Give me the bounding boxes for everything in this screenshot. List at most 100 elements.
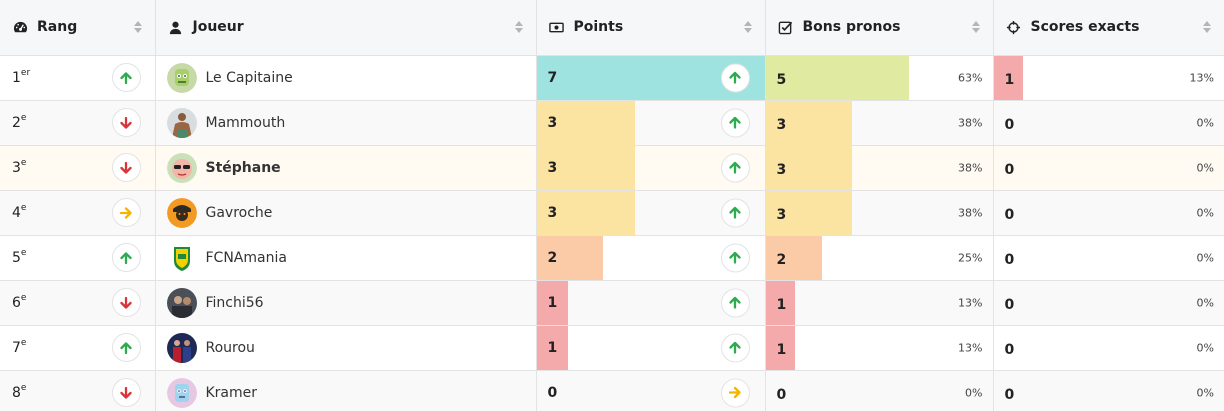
player-cell[interactable]: Kramer: [155, 370, 537, 411]
table-row[interactable]: 5e FCNAmania 2 2 25% 0 0%: [0, 235, 1224, 281]
table-row[interactable]: 1er Le Capitaine 7 5 63% 1 13%: [0, 55, 1224, 101]
player-name[interactable]: Kramer: [205, 384, 258, 401]
points-bar: [536, 100, 635, 145]
rank-number: 4e: [12, 203, 26, 221]
sort-icon[interactable]: [743, 19, 753, 35]
sunglasses-face-avatar[interactable]: [166, 152, 197, 183]
scores-exacts-cell: 0 0%: [993, 325, 1224, 371]
bons-pronos-value: 5: [776, 72, 787, 89]
points-cell: 2: [536, 235, 766, 281]
bons-pronos-cell: 1 13%: [765, 280, 994, 326]
rank-number: 3e: [12, 158, 26, 176]
scores-exacts-cell: 0 0%: [993, 190, 1224, 236]
column-header-scores-exacts[interactable]: Scores exacts: [993, 0, 1224, 56]
player-name[interactable]: Stéphane: [205, 159, 281, 176]
crosshairs-icon: [1006, 19, 1022, 35]
player-cell[interactable]: Le Capitaine: [155, 55, 537, 101]
table-row[interactable]: 6e Finchi56 1 1 13% 0 0%: [0, 280, 1224, 326]
points-value: 3: [547, 114, 558, 131]
trend-down-icon[interactable]: [111, 378, 141, 407]
table-row[interactable]: 3e Stéphane 3 3 38% 0 0%: [0, 145, 1224, 191]
player-name[interactable]: FCNAmania: [205, 249, 287, 266]
points-trend-right-icon[interactable]: [720, 378, 750, 407]
points-trend-up-icon[interactable]: [720, 63, 750, 92]
trend-up-icon[interactable]: [111, 333, 141, 362]
sort-icon[interactable]: [133, 19, 143, 35]
points-trend-up-icon[interactable]: [720, 333, 750, 362]
trend-up-icon[interactable]: [111, 63, 141, 92]
points-bar: [536, 325, 569, 370]
scores-exacts-value: 0: [1004, 342, 1015, 359]
column-header-points[interactable]: Points: [536, 0, 766, 56]
rank-suffix: e: [20, 112, 27, 123]
bons-pronos-cell: 3 38%: [765, 190, 994, 236]
bons-pronos-bar: [765, 325, 795, 370]
player-name[interactable]: Rourou: [205, 339, 255, 356]
scores-exacts-percent: 0%: [1196, 386, 1214, 399]
header-label-rang: Rang: [37, 19, 78, 36]
bons-pronos-percent: 13%: [958, 296, 983, 309]
rank-suffix: er: [20, 67, 31, 78]
bons-pronos-bar: [765, 280, 795, 325]
player-name[interactable]: Mammouth: [205, 114, 286, 131]
scores-exacts-percent: 0%: [1196, 206, 1214, 219]
bons-pronos-bar: [765, 145, 852, 190]
player-name[interactable]: Finchi56: [205, 294, 264, 311]
scores-exacts-percent: 0%: [1196, 296, 1214, 309]
points-trend-up-icon[interactable]: [720, 288, 750, 317]
player-cell[interactable]: Stéphane: [155, 145, 537, 191]
table-row[interactable]: 4e Gavroche 3 3 38% 0 0%: [0, 190, 1224, 236]
player-cell[interactable]: FCNAmania: [155, 235, 537, 281]
points-trend-up-icon[interactable]: [720, 108, 750, 137]
column-header-joueur[interactable]: Joueur: [155, 0, 537, 56]
table-row[interactable]: 2e Mammouth 3 3 38% 0 0%: [0, 100, 1224, 146]
scores-exacts-percent: 0%: [1196, 341, 1214, 354]
sort-icon[interactable]: [971, 19, 981, 35]
bons-pronos-percent: 38%: [958, 206, 983, 219]
rank-number: 5e: [12, 248, 26, 266]
player-cell[interactable]: Rourou: [155, 325, 537, 371]
player-cell[interactable]: Gavroche: [155, 190, 537, 236]
bons-pronos-value: 3: [776, 162, 787, 179]
trend-right-icon[interactable]: [111, 198, 141, 227]
player-name[interactable]: Le Capitaine: [205, 69, 293, 86]
trend-down-icon[interactable]: [111, 108, 141, 137]
header-label-scores-exacts: Scores exacts: [1030, 19, 1140, 36]
players-avatar[interactable]: [166, 332, 197, 363]
table-row[interactable]: 8e Kramer 0 0 0% 0 0%: [0, 370, 1224, 411]
rank-cell: 5e: [0, 235, 156, 281]
trend-down-icon[interactable]: [111, 288, 141, 317]
player-cell[interactable]: Mammouth: [155, 100, 537, 146]
rank-number: 2e: [12, 112, 27, 131]
rank-value: 8: [12, 384, 21, 401]
player-name[interactable]: Gavroche: [205, 204, 273, 221]
player-cell[interactable]: Finchi56: [155, 280, 537, 326]
rank-cell: 6e: [0, 280, 156, 326]
points-trend-up-icon[interactable]: [720, 153, 750, 182]
scores-exacts-cell: 0 0%: [993, 370, 1224, 411]
points-trend-up-icon[interactable]: [720, 243, 750, 272]
sort-icon[interactable]: [1202, 19, 1212, 35]
trend-up-icon[interactable]: [111, 243, 141, 272]
gavroche-avatar[interactable]: [166, 197, 197, 228]
column-header-rang[interactable]: Rang: [0, 0, 156, 56]
photo-avatar[interactable]: [166, 287, 197, 318]
header-label-bons-pronos: Bons pronos: [802, 19, 901, 36]
rank-cell: 1er: [0, 55, 156, 101]
bodybuilder-avatar[interactable]: [166, 107, 197, 138]
trend-down-icon[interactable]: [111, 153, 141, 182]
points-trend-up-icon[interactable]: [720, 198, 750, 227]
points-value: 7: [547, 69, 558, 86]
table-row[interactable]: 7e Rourou 1 1 13% 0 0%: [0, 325, 1224, 371]
scores-exacts-cell: 0 0%: [993, 280, 1224, 326]
green-face-avatar[interactable]: [166, 62, 197, 93]
column-header-bons-pronos[interactable]: Bons pronos: [765, 0, 994, 56]
fcna-badge-avatar[interactable]: [166, 242, 197, 273]
bons-pronos-cell: 3 38%: [765, 100, 994, 146]
points-value: 3: [547, 204, 558, 221]
sort-icon[interactable]: [514, 19, 524, 35]
bons-pronos-bar: [765, 100, 852, 145]
blue-face-avatar[interactable]: [166, 377, 197, 408]
scores-exacts-value: 0: [1004, 387, 1015, 404]
